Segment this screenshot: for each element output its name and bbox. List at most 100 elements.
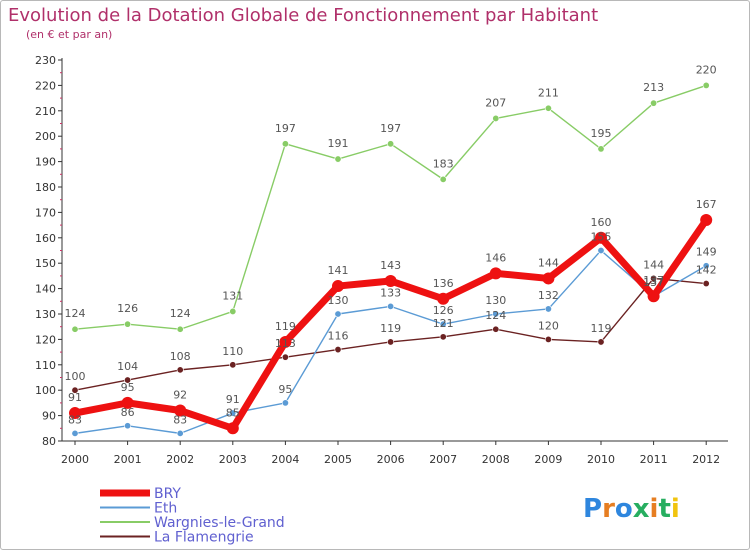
x-tick-label: 2008 xyxy=(482,453,510,466)
data-point xyxy=(595,231,607,244)
data-point xyxy=(176,325,184,333)
data-label: 213 xyxy=(643,81,664,94)
y-tick-label: 170 xyxy=(35,206,56,219)
data-label: 86 xyxy=(121,406,135,419)
data-point xyxy=(544,104,552,112)
data-label: 144 xyxy=(643,258,664,271)
data-label: 91 xyxy=(226,393,240,406)
legend-label: La Flamengrie xyxy=(154,530,254,546)
logo-letter: P xyxy=(583,494,602,524)
data-point xyxy=(281,353,289,361)
data-point xyxy=(174,404,187,417)
x-tick-label: 2006 xyxy=(377,453,405,466)
data-point xyxy=(492,325,500,333)
data-point xyxy=(124,422,132,430)
chart-title: Evolution de la Dotation Globale de Fonc… xyxy=(8,5,598,26)
data-point xyxy=(544,335,552,343)
x-tick-label: 2010 xyxy=(587,453,615,466)
data-label: 137 xyxy=(643,274,664,287)
data-point xyxy=(489,267,502,280)
data-point xyxy=(281,399,289,407)
data-point xyxy=(702,262,710,270)
data-label: 104 xyxy=(117,360,138,373)
data-point xyxy=(229,307,237,315)
data-point xyxy=(387,302,395,310)
data-label: 121 xyxy=(433,317,454,330)
data-label: 191 xyxy=(328,137,349,150)
data-point xyxy=(334,155,342,163)
data-label: 130 xyxy=(328,294,349,307)
y-tick-label: 220 xyxy=(35,79,56,92)
data-point xyxy=(69,407,81,420)
data-point xyxy=(439,333,447,341)
data-point xyxy=(71,325,79,333)
data-point xyxy=(332,280,344,293)
data-label: 183 xyxy=(433,157,454,170)
data-label: 119 xyxy=(591,322,612,335)
data-label: 119 xyxy=(275,320,296,333)
data-point xyxy=(71,386,79,394)
data-label: 141 xyxy=(328,264,349,277)
data-label: 142 xyxy=(696,264,717,277)
data-point xyxy=(544,305,552,313)
data-label: 91 xyxy=(68,391,82,404)
data-label: 133 xyxy=(380,286,401,299)
axes: 8090100110120130140150160170180190200210… xyxy=(35,54,728,466)
logo-letter: r xyxy=(602,494,615,524)
y-tick-label: 130 xyxy=(35,308,56,321)
x-tick-label: 2009 xyxy=(534,453,562,466)
data-point xyxy=(387,338,395,346)
data-label: 116 xyxy=(328,330,349,343)
data-point xyxy=(647,290,660,303)
x-tick-label: 2002 xyxy=(166,453,194,466)
data-label: 124 xyxy=(65,307,86,320)
data-point xyxy=(702,81,710,89)
data-label: 146 xyxy=(485,251,506,264)
data-point xyxy=(437,292,450,305)
data-label: 95 xyxy=(121,381,135,394)
logo-letter: o xyxy=(615,494,633,524)
data-point xyxy=(124,376,132,384)
y-tick-label: 210 xyxy=(35,105,56,118)
x-tick-label: 2004 xyxy=(271,453,299,466)
logo-letter: i xyxy=(650,494,659,524)
x-tick-label: 2011 xyxy=(640,453,668,466)
y-tick-label: 200 xyxy=(35,130,56,143)
y-tick-label: 110 xyxy=(35,359,56,372)
data-label: 144 xyxy=(538,256,559,269)
y-tick-label: 140 xyxy=(35,283,56,296)
data-label: 149 xyxy=(696,246,717,259)
data-label: 136 xyxy=(433,277,454,290)
data-point xyxy=(597,145,605,153)
data-label: 100 xyxy=(65,370,86,383)
data-label: 132 xyxy=(538,289,559,302)
data-point xyxy=(124,320,132,328)
data-label: 220 xyxy=(696,63,717,76)
data-label: 120 xyxy=(538,319,559,332)
y-tick-label: 160 xyxy=(35,232,56,245)
data-point xyxy=(229,409,237,417)
data-label: 160 xyxy=(591,216,612,229)
data-label: 110 xyxy=(222,345,243,358)
data-label: 207 xyxy=(485,96,506,109)
y-tick-label: 90 xyxy=(42,410,56,423)
y-tick-label: 230 xyxy=(35,54,56,67)
x-tick-label: 2007 xyxy=(429,453,457,466)
data-label: 195 xyxy=(591,127,612,140)
data-label: 143 xyxy=(380,259,401,272)
chart-subtitle: (en € et par an) xyxy=(26,28,112,41)
data-label: 83 xyxy=(173,413,187,426)
data-label: 126 xyxy=(117,302,138,315)
legend-label: BRY xyxy=(154,486,181,502)
y-tick-label: 180 xyxy=(35,181,56,194)
data-point xyxy=(542,272,555,285)
data-label: 108 xyxy=(170,350,191,363)
legend-label: Eth xyxy=(154,501,177,517)
data-label: 113 xyxy=(275,337,296,350)
logo-letter: t xyxy=(658,494,670,524)
data-label: 131 xyxy=(222,289,243,302)
y-tick-label: 80 xyxy=(42,435,56,448)
series-lines xyxy=(69,81,713,437)
x-tick-label: 2003 xyxy=(219,453,247,466)
